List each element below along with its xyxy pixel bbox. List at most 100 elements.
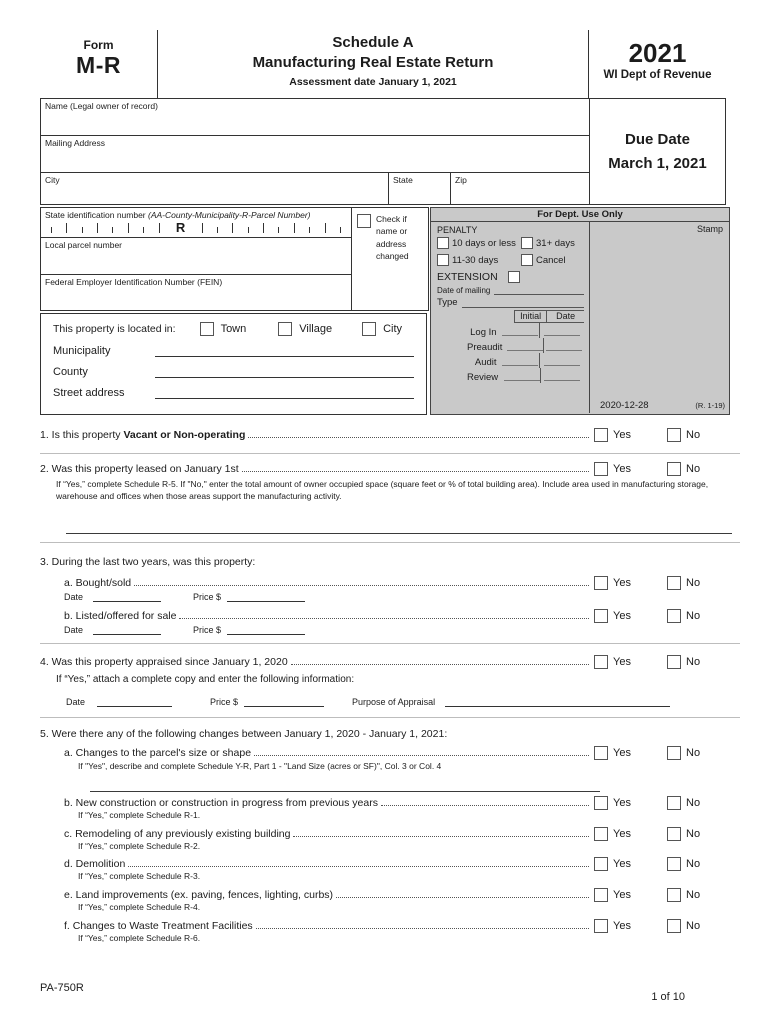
q5c-note: If “Yes,” complete Schedule R-2. (78, 840, 201, 851)
q2-yes-checkbox[interactable] (594, 462, 608, 476)
q1-yes-label: Yes (613, 429, 631, 441)
county-input[interactable] (155, 368, 414, 378)
q5a-text: a. Changes to the parcel's size or shape (64, 746, 252, 759)
q3-text: 3. During the last two years, was this p… (40, 555, 256, 568)
zip-field[interactable]: Zip (451, 173, 589, 204)
form-label: Form (83, 38, 114, 52)
q4-purpose-input[interactable] (445, 697, 671, 707)
q1-no-checkbox[interactable] (667, 428, 681, 442)
q5b-no-label: No (686, 796, 701, 809)
form-title: Manufacturing Real Estate Return (252, 54, 494, 72)
q4-no-checkbox[interactable] (667, 654, 681, 669)
q3a-no-checkbox[interactable] (667, 575, 681, 590)
name-field[interactable]: Name (Legal owner of record) (41, 99, 589, 136)
page-number: 1 of 10 (651, 991, 685, 1003)
mailing-address-field[interactable]: Mailing Address (41, 136, 589, 173)
audit-date-line[interactable] (544, 365, 581, 366)
state-field[interactable]: State (389, 173, 451, 204)
name-change-box: Check if name or address changed (352, 207, 429, 311)
city-field[interactable]: City (41, 173, 389, 204)
type-label: Type (437, 297, 458, 308)
q3b-yes-checkbox[interactable] (594, 608, 608, 623)
extension-checkbox[interactable] (507, 271, 520, 283)
q5f-no-label: No (686, 920, 701, 933)
local-parcel-label: Local parcel number (45, 240, 123, 250)
q5a-yes-checkbox[interactable] (594, 745, 608, 760)
q4-price-input[interactable] (244, 697, 325, 707)
fein-field[interactable]: Federal Employer Identification Number (… (40, 275, 352, 311)
q5e-text: e. Land improvements (ex. paving, fences… (64, 889, 334, 902)
q3b-date-input[interactable] (93, 625, 162, 635)
q2-text: 2. Was this property leased on January 1… (40, 463, 239, 475)
street-address-input[interactable] (155, 389, 414, 399)
q3a-text: a. Bought/sold (64, 576, 132, 589)
q5b-yes-checkbox[interactable] (594, 795, 608, 810)
stamp-label: Stamp (696, 224, 723, 234)
municipality-input[interactable] (155, 347, 414, 357)
q5d-no-checkbox[interactable] (667, 857, 681, 872)
penalty-31days-checkbox[interactable] (521, 237, 533, 249)
q2-no-checkbox[interactable] (667, 462, 681, 476)
q4-yes-checkbox[interactable] (594, 654, 608, 669)
q3a-price-input[interactable] (227, 592, 306, 602)
question-5a: a. Changes to the parcel's size or shape… (64, 745, 740, 760)
section-divider (40, 541, 740, 543)
q4-no-label: No (686, 655, 701, 668)
q3b-no-checkbox[interactable] (667, 608, 681, 623)
dept-use-title: For Dept. Use Only (431, 208, 729, 222)
state-id-field[interactable]: State identification number (AA-County-M… (40, 207, 352, 238)
q5a-answer-line[interactable] (90, 790, 600, 792)
q5a-no-checkbox[interactable] (667, 745, 681, 760)
q1-yes-checkbox[interactable] (594, 428, 608, 442)
date-of-mailing-line[interactable] (494, 287, 584, 295)
q5e-yes-label: Yes (613, 889, 631, 902)
review-initial-line[interactable] (503, 380, 540, 381)
agency-name: WI Dept of Revenue (603, 69, 712, 81)
dot-leader (128, 866, 589, 868)
q5d-no-label: No (686, 858, 701, 871)
login-date-line[interactable] (544, 335, 581, 336)
q5e-yes-checkbox[interactable] (594, 888, 608, 903)
q3a-date-price-row: Date Price $ (64, 592, 740, 602)
audit-initial-line[interactable] (502, 365, 539, 366)
local-parcel-field[interactable]: Local parcel number (40, 238, 352, 275)
due-date-label: Due Date (624, 131, 691, 149)
assessment-date: Assessment date January 1, 2021 (289, 75, 457, 88)
q3b-price-input[interactable] (227, 625, 306, 635)
q5f-yes-checkbox[interactable] (594, 919, 608, 934)
penalty-1130days-checkbox[interactable] (437, 254, 449, 266)
preaudit-date-line[interactable] (546, 350, 583, 351)
penalty-cancel-checkbox[interactable] (521, 254, 533, 266)
login-initial-line[interactable] (502, 335, 539, 336)
dot-leader (336, 897, 589, 899)
q5b-no-checkbox[interactable] (667, 795, 681, 810)
village-checkbox[interactable] (278, 322, 293, 336)
form-number-block: Form M-R (40, 30, 157, 98)
name-change-checkbox[interactable] (357, 214, 371, 228)
question-5b: b. New construction or construction in p… (64, 795, 740, 810)
type-line[interactable] (461, 300, 584, 308)
town-checkbox[interactable] (199, 322, 214, 336)
preaudit-initial-line[interactable] (507, 350, 544, 351)
fein-label: Federal Employer Identification Number (… (45, 277, 223, 287)
q4-date-input[interactable] (97, 697, 173, 707)
stamp-area: Stamp 2020-12-28 (R. 1-19) (589, 222, 729, 413)
q3a-date-input[interactable] (93, 592, 162, 602)
q5e-no-checkbox[interactable] (667, 888, 681, 903)
q5d-yes-checkbox[interactable] (594, 857, 608, 872)
form-title-block: Schedule A Manufacturing Real Estate Ret… (157, 30, 589, 98)
question-1: 1. Is this property Vacant or Non-operat… (40, 428, 740, 442)
penalty-10days-checkbox[interactable] (437, 237, 449, 249)
revision-code: (R. 1-19) (695, 401, 725, 410)
q5c-yes-checkbox[interactable] (594, 826, 608, 841)
city-checkbox[interactable] (362, 322, 377, 336)
q2-answer-line[interactable] (66, 532, 732, 534)
q5f-no-checkbox[interactable] (667, 919, 681, 934)
q5a-yes-label: Yes (613, 746, 631, 759)
q5d-note: If “Yes,” complete Schedule R-3. (78, 871, 201, 882)
q5c-no-checkbox[interactable] (667, 826, 681, 841)
dept-use-only-box: For Dept. Use Only PENALTY 10 days or le… (430, 207, 730, 415)
q3a-yes-checkbox[interactable] (594, 575, 608, 590)
q3b-date-label: Date (64, 624, 84, 635)
review-date-line[interactable] (544, 380, 581, 381)
